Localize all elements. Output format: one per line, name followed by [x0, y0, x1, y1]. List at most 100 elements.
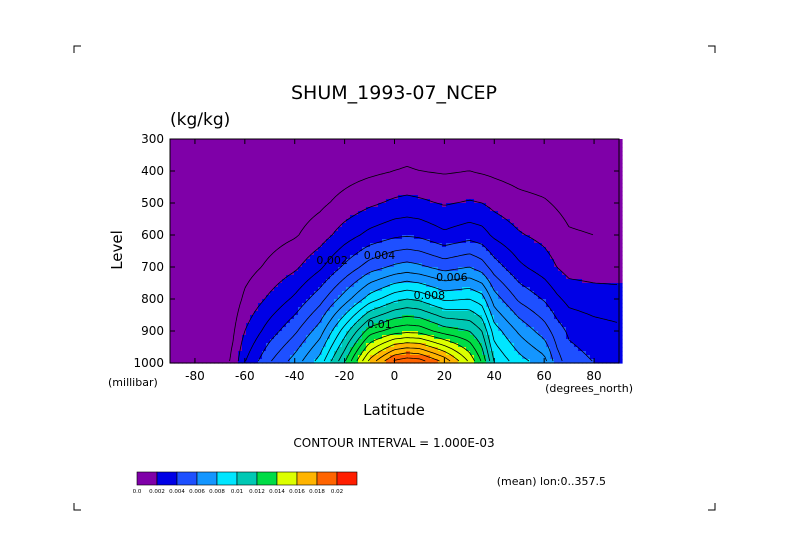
field-cell	[370, 187, 375, 192]
field-cell	[382, 143, 387, 148]
field-cell	[190, 167, 195, 172]
field-cell	[598, 279, 603, 284]
field-cell	[254, 139, 259, 144]
field-cell	[530, 211, 535, 216]
field-cell	[322, 143, 327, 148]
field-cell	[282, 211, 287, 216]
field-cell	[242, 279, 247, 284]
field-cell	[254, 159, 259, 164]
field-cell	[474, 159, 479, 164]
field-cell	[538, 183, 543, 188]
field-cell	[346, 151, 351, 156]
field-cell	[274, 247, 279, 252]
field-cell	[570, 203, 575, 208]
field-cell	[210, 203, 215, 208]
field-cell	[550, 167, 555, 172]
field-cell	[306, 207, 311, 212]
field-cell	[386, 263, 391, 268]
field-cell	[194, 307, 199, 312]
field-cell	[510, 175, 515, 180]
field-cell	[222, 179, 227, 184]
field-cell	[594, 155, 599, 160]
field-cell	[414, 155, 419, 160]
field-cell	[314, 191, 319, 196]
field-cell	[326, 159, 331, 164]
field-cell	[234, 155, 239, 160]
field-cell	[338, 207, 343, 212]
field-cell	[210, 147, 215, 152]
field-cell	[210, 311, 215, 316]
field-cell	[290, 279, 295, 284]
field-cell	[206, 271, 211, 276]
field-cell	[334, 291, 339, 296]
field-cell	[418, 159, 423, 164]
field-cell	[262, 251, 267, 256]
field-cell	[446, 179, 451, 184]
field-cell	[306, 251, 311, 256]
field-cell	[330, 183, 335, 188]
field-cell	[366, 139, 371, 144]
field-cell	[574, 271, 579, 276]
field-cell	[422, 283, 427, 288]
field-cell	[202, 255, 207, 260]
field-cell	[418, 211, 423, 216]
field-cell	[602, 255, 607, 260]
field-cell	[214, 211, 219, 216]
field-cell	[186, 295, 191, 300]
field-cell	[330, 263, 335, 268]
field-cell	[254, 291, 259, 296]
field-cell	[562, 279, 567, 284]
field-cell	[450, 227, 455, 232]
field-cell	[178, 167, 183, 172]
field-cell	[186, 299, 191, 304]
field-cell	[410, 231, 415, 236]
field-cell	[430, 255, 435, 260]
field-cell	[442, 163, 447, 168]
field-cell	[570, 231, 575, 236]
field-cell	[382, 203, 387, 208]
field-cell	[322, 175, 327, 180]
field-cell	[598, 223, 603, 228]
field-cell	[306, 175, 311, 180]
field-cell	[214, 227, 219, 232]
field-cell	[418, 223, 423, 228]
field-cell	[494, 179, 499, 184]
field-cell	[562, 211, 567, 216]
field-cell	[374, 151, 379, 156]
field-cell	[454, 191, 459, 196]
field-cell	[570, 199, 575, 204]
field-cell	[414, 211, 419, 216]
field-cell	[310, 247, 315, 252]
field-cell	[578, 263, 583, 268]
field-cell	[506, 155, 511, 160]
field-cell	[262, 167, 267, 172]
field-cell	[330, 191, 335, 196]
field-cell	[338, 175, 343, 180]
field-cell	[246, 271, 251, 276]
field-cell	[482, 167, 487, 172]
field-cell	[350, 263, 355, 268]
field-cell	[194, 163, 199, 168]
field-cell	[254, 267, 259, 272]
field-cell	[282, 175, 287, 180]
field-cell	[350, 175, 355, 180]
field-cell	[270, 303, 275, 308]
field-cell	[362, 251, 367, 256]
field-cell	[318, 283, 323, 288]
field-cell	[330, 187, 335, 192]
field-cell	[458, 143, 463, 148]
field-cell	[274, 163, 279, 168]
field-cell	[398, 239, 403, 244]
field-cell	[410, 155, 415, 160]
field-cell	[434, 187, 439, 192]
field-cell	[382, 299, 387, 304]
field-cell	[534, 267, 539, 272]
field-cell	[466, 183, 471, 188]
field-cell	[402, 263, 407, 268]
field-cell	[446, 303, 451, 308]
field-cell	[610, 159, 615, 164]
field-cell	[234, 219, 239, 224]
field-cell	[398, 159, 403, 164]
field-cell	[582, 239, 587, 244]
